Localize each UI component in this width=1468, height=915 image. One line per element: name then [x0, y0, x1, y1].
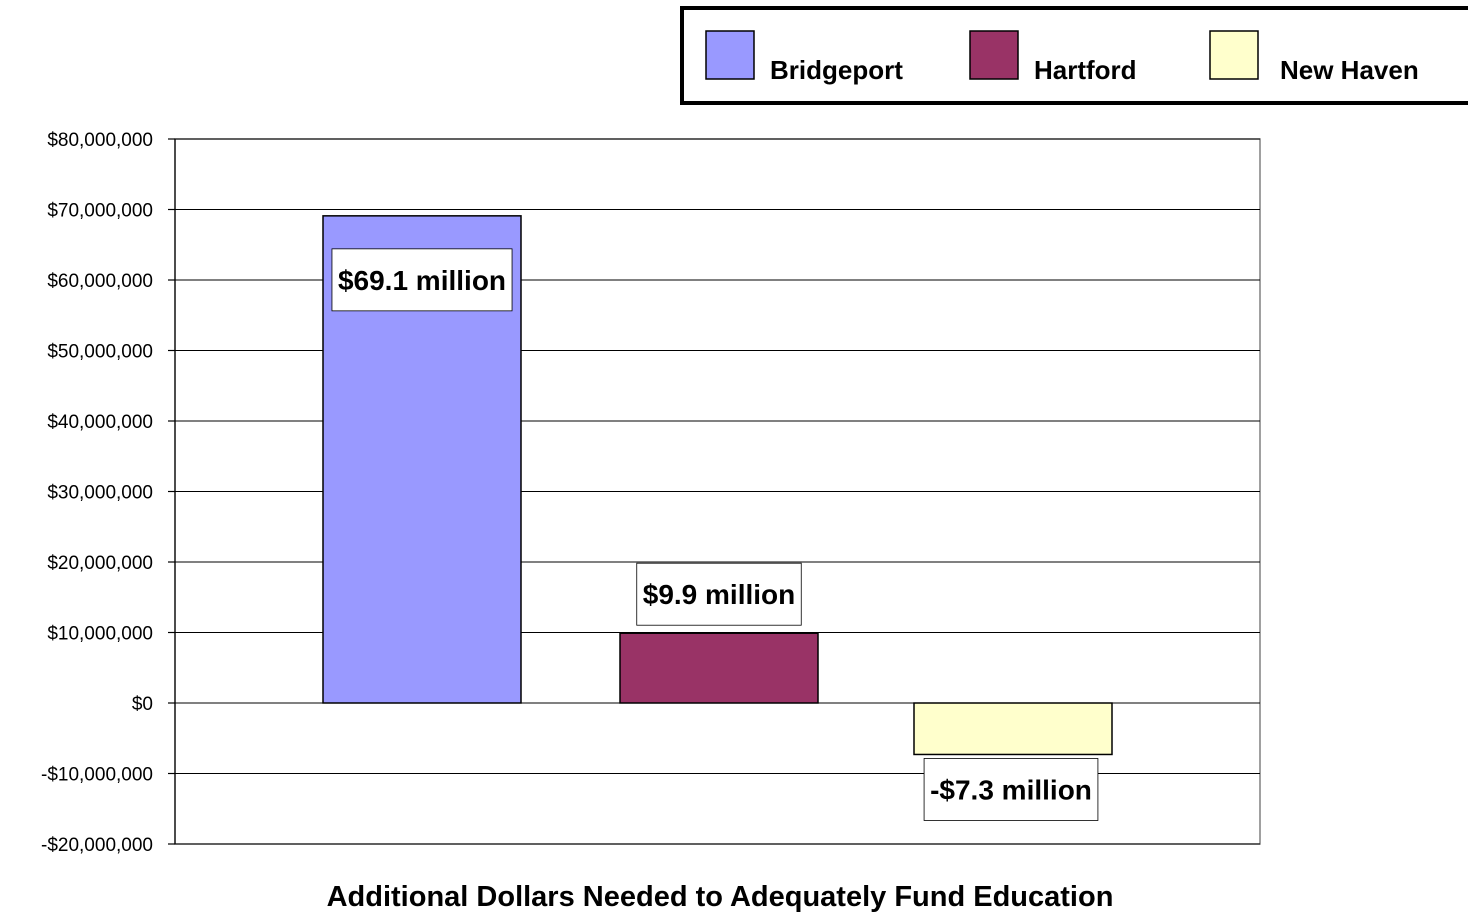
data-labels: $69.1 million $9.9 million -$7.3 million — [331, 248, 1099, 821]
data-label-hartford: $9.9 million — [643, 579, 796, 610]
x-axis-title: Additional Dollars Needed to Adequately … — [327, 881, 1114, 913]
y-tick-label: $0 — [132, 694, 153, 715]
y-tick-label: -$20,000,000 — [41, 835, 153, 856]
y-axis: $80,000,000 $70,000,000 $60,000,000 $50,000… — [41, 130, 176, 856]
legend-swatch-hartford — [969, 30, 1019, 80]
bar-hartford — [619, 632, 819, 704]
y-tick-label: $60,000,000 — [47, 271, 153, 292]
y-tick-label: $30,000,000 — [47, 483, 153, 504]
data-label-bridgeport: $69.1 million — [338, 265, 506, 296]
data-label-box-hartford — [636, 562, 802, 626]
legend-swatch-bridgeport — [705, 30, 755, 80]
legend-label-new-haven: New Haven — [1280, 55, 1419, 85]
y-tick-label: $40,000,000 — [47, 412, 153, 433]
legend: Bridgeport Hartford New Haven — [680, 6, 1468, 105]
bar-new-haven — [913, 702, 1113, 756]
y-tick-label: $10,000,000 — [47, 624, 153, 645]
y-tick-label: $70,000,000 — [47, 201, 153, 222]
y-tick-label: $20,000,000 — [47, 553, 153, 574]
data-label-box-bridgeport — [331, 248, 513, 312]
data-label-box-new-haven — [923, 758, 1099, 821]
y-tick-label: $50,000,000 — [47, 342, 153, 363]
data-label-new-haven: -$7.3 million — [930, 774, 1092, 805]
y-tick-label: -$10,000,000 — [41, 765, 153, 786]
legend-frame — [680, 6, 1468, 105]
legend-label-hartford: Hartford — [1034, 55, 1137, 85]
y-tick-label: $80,000,000 — [47, 130, 153, 151]
legend-label-bridgeport: Bridgeport — [770, 55, 903, 85]
legend-swatch-new-haven — [1209, 30, 1259, 80]
